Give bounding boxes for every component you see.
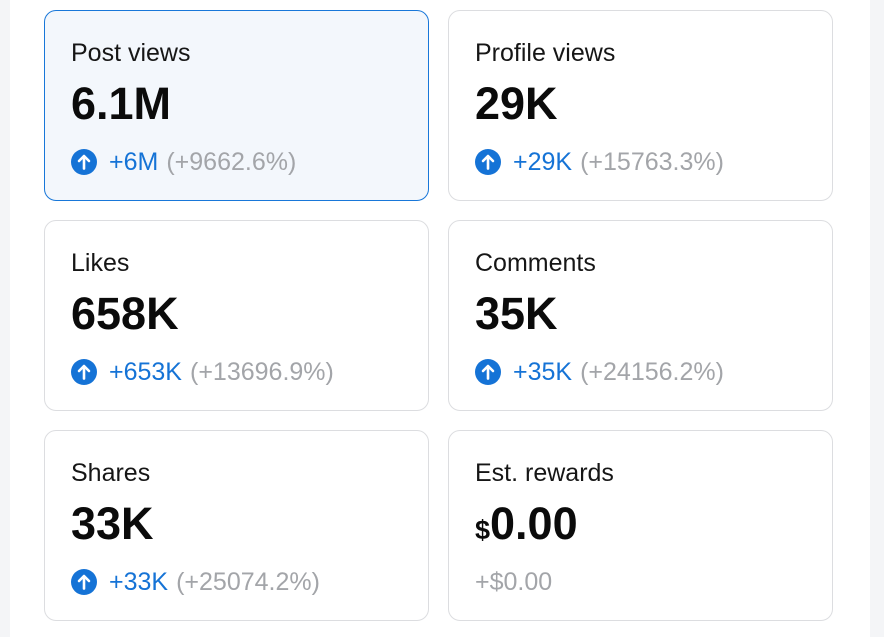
card-title: Likes bbox=[71, 249, 130, 277]
card-value: 33K bbox=[71, 498, 154, 549]
card-delta: +653K (+13696.9%) bbox=[71, 357, 334, 387]
arrow-up-circle-icon bbox=[475, 359, 501, 385]
post-views-card[interactable]: Post views 6.1M +6M (+9662.6%) bbox=[44, 10, 429, 201]
delta-value: +29K bbox=[513, 147, 573, 176]
shares-card[interactable]: Shares 33K +33K (+25074.2%) bbox=[44, 430, 429, 621]
likes-card[interactable]: Likes 658K +653K (+13696.9%) bbox=[44, 220, 429, 411]
delta-value: +35K bbox=[513, 357, 573, 386]
delta-percent: (+15763.3%) bbox=[580, 147, 724, 176]
card-title: Est. rewards bbox=[475, 459, 614, 487]
arrow-up-circle-icon bbox=[71, 359, 97, 385]
card-delta: +6M (+9662.6%) bbox=[71, 147, 296, 177]
delta-percent: (+25074.2%) bbox=[176, 567, 320, 596]
delta-percent: (+9662.6%) bbox=[166, 147, 297, 176]
delta-value: +$0.00 bbox=[475, 567, 553, 596]
currency-symbol: $ bbox=[475, 515, 491, 545]
analytics-panel: Post views 6.1M +6M (+9662.6%) Profile v… bbox=[10, 0, 870, 637]
arrow-up-circle-icon bbox=[475, 149, 501, 175]
card-title: Profile views bbox=[475, 39, 616, 67]
est-rewards-card[interactable]: Est. rewards $0.00 +$0.00 bbox=[448, 430, 833, 621]
card-title: Shares bbox=[71, 459, 151, 487]
rewards-amount: 0.00 bbox=[490, 498, 578, 549]
card-delta: +33K (+25074.2%) bbox=[71, 567, 320, 597]
profile-views-card[interactable]: Profile views 29K +29K (+15763.3%) bbox=[448, 10, 833, 201]
card-delta: +$0.00 bbox=[475, 567, 552, 597]
card-value: 29K bbox=[475, 78, 558, 129]
card-delta: +35K (+24156.2%) bbox=[475, 357, 724, 387]
arrow-up-circle-icon bbox=[71, 569, 97, 595]
card-value: 35K bbox=[475, 288, 558, 339]
card-value: 658K bbox=[71, 288, 179, 339]
arrow-up-circle-icon bbox=[71, 149, 97, 175]
comments-card[interactable]: Comments 35K +35K (+24156.2%) bbox=[448, 220, 833, 411]
delta-value: +33K bbox=[109, 567, 169, 596]
delta-value: +653K bbox=[109, 357, 182, 386]
delta-value: +6M bbox=[109, 147, 159, 176]
delta-percent: (+24156.2%) bbox=[580, 357, 724, 386]
card-delta: +29K (+15763.3%) bbox=[475, 147, 724, 177]
card-value: $0.00 bbox=[475, 499, 578, 549]
card-title: Comments bbox=[475, 249, 596, 277]
card-value: 6.1M bbox=[71, 78, 172, 129]
card-title: Post views bbox=[71, 39, 191, 67]
delta-percent: (+13696.9%) bbox=[190, 357, 334, 386]
